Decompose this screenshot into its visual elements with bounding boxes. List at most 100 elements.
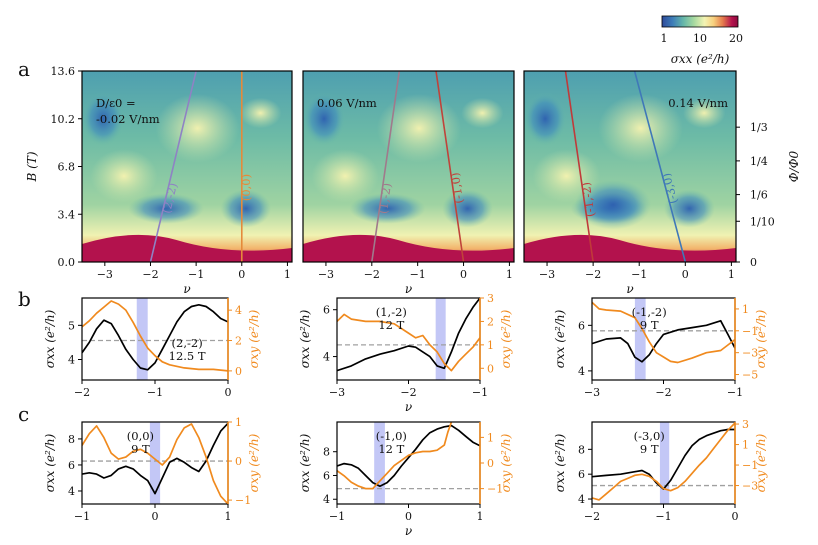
heatmap-texture: [376, 93, 462, 163]
x-tick-label: −2: [74, 386, 90, 399]
series-sigma-xx: [592, 428, 735, 490]
y-axis-label: σxx (e²/h): [43, 309, 57, 368]
y2-axis-label: σxy (e²/h): [247, 309, 261, 368]
linechart-annotation-line: (-3,0): [634, 429, 665, 443]
y-tick-label: 5: [68, 319, 75, 332]
linechart-b1: −2 −1 0 4 5 0 2 4 σxx (e²/h) σxy (e²/h) (2,-2) 12.5…: [43, 297, 261, 399]
right-tick-label: 1/3: [750, 121, 768, 134]
heatmap-a2: (1,-2) (-1,0) 0.06 V/nm −3 −2 −1 0 1 ν: [302, 70, 515, 296]
linechart-annotation-line: 12 T: [378, 318, 404, 332]
right-tick-label: 1/10: [750, 215, 775, 228]
linechart-plot-area: [337, 298, 480, 380]
linechart-frame: [336, 297, 481, 381]
fan-line: [564, 71, 594, 262]
fan-line: [435, 71, 465, 262]
heatmap-area: (2,-2) (0,0): [82, 71, 292, 262]
colorbar-label: σxx (e²/h): [671, 52, 730, 66]
y2-tick-label: 2: [235, 335, 242, 348]
highlight-band: [374, 422, 385, 504]
heatmap-texture: [461, 97, 504, 129]
heatmap-texture: [524, 92, 567, 146]
x-tick-label: −1: [631, 268, 647, 281]
heatmap-texture: [82, 92, 124, 146]
heatmap-texture: [574, 179, 652, 230]
y2-tick-label: −1: [235, 494, 251, 507]
y2-tick-label: −5: [742, 369, 758, 382]
y2-tick-label: 3: [742, 418, 749, 431]
linechart-plot-area: [592, 298, 735, 380]
y-axis-label: σxx (e²/h): [298, 433, 312, 492]
highlight-band: [435, 298, 446, 380]
linechart-frame: [336, 421, 481, 505]
y2-axis-label: σxy (e²/h): [499, 433, 513, 492]
x-tick-label: −1: [472, 386, 488, 399]
linechart-annotation-line: (0,0): [127, 429, 154, 443]
linechart-plot-area: [592, 422, 735, 504]
x-tick-label: 0: [238, 268, 245, 281]
heatmap-texture: [220, 189, 271, 228]
fan-line-label: (-1,-2): [579, 181, 598, 218]
heatmap-high-conductivity-band: [82, 234, 292, 262]
linechart-annotation: (-3,0) 9 T: [634, 429, 665, 456]
linechart-annotation: (-1,-2) 9 T: [632, 305, 667, 332]
right-axis-label: Φ/Φ0: [787, 150, 801, 182]
heatmap-area: (1,-2) (-1,0): [303, 71, 514, 262]
x-tick-label: −2: [400, 386, 416, 399]
linechart-plot-area: [337, 422, 480, 504]
y2-tick-label: 1: [487, 339, 494, 352]
linechart-c3: −2 −1 0 4 6 8 3 1 −1 −3 σxx (e²/h) σxy (e²/h) (-3,0)…: [553, 418, 768, 523]
y-tick-label: 8: [578, 443, 585, 456]
y-tick-label: 0.0: [58, 256, 76, 269]
x-axis-label: ν: [183, 282, 190, 296]
series-sigma-xy: [592, 422, 735, 501]
fan-line: [149, 71, 197, 262]
heatmap-annotation: 0.06 V/nm: [317, 96, 377, 110]
fan-line-label: (-1,0): [448, 172, 466, 205]
fan-line: [633, 71, 687, 262]
heatmap-annotation-line: 0.06 V/nm: [317, 96, 377, 110]
x-tick-label: 1: [225, 510, 232, 523]
linechart-plot-area: [82, 298, 228, 380]
x-tick-label: 1: [284, 268, 291, 281]
colorbar: 1 10 20 σxx (e²/h): [661, 15, 743, 66]
y2-axis-label: σxy (e²/h): [499, 309, 513, 368]
x-tick-label: −1: [655, 510, 671, 523]
heatmap-row: (2,-2) (0,0)D/ε0 = -0.02 V/nm −3 −2 −1 0 1 ν 0.0 3…: [25, 65, 801, 296]
x-tick-label: −1: [74, 510, 90, 523]
y-tick-label: 4: [68, 485, 75, 498]
y2-tick-label: 0: [487, 457, 494, 470]
y2-tick-label: 4: [235, 304, 242, 317]
y2-tick-label: 3: [487, 292, 494, 305]
heatmap-high-conductivity-band: [303, 234, 514, 262]
heatmap-texture: [349, 193, 426, 224]
x-tick-label: −3: [329, 386, 345, 399]
linechart-rows: −2 −1 0 4 5 0 2 4 σxx (e²/h) σxy (e²/h) (2,-2) 12.5…: [43, 292, 768, 538]
series-sigma-xx: [592, 319, 735, 363]
y-tick-label: 13.6: [51, 65, 76, 78]
x-tick-label: 0: [225, 386, 232, 399]
y-tick-label: 3.4: [58, 208, 76, 221]
series-sigma-xy: [337, 313, 480, 372]
series-sigma-xx: [82, 422, 228, 495]
heatmap-texture: [239, 97, 282, 129]
x-tick-label: −2: [142, 268, 158, 281]
x-tick-label: 0: [405, 510, 412, 523]
highlight-band: [634, 298, 646, 380]
heatmap-texture: [128, 193, 204, 224]
y2-tick-label: −1: [487, 483, 503, 496]
highlight-band: [659, 422, 670, 504]
linechart-annotation-line: (-1,0): [376, 429, 407, 443]
x-tick-label: −3: [539, 268, 555, 281]
x-tick-label: 0: [732, 510, 739, 523]
colorbar-tick: 1: [661, 32, 668, 45]
y2-tick-label: 1: [742, 439, 749, 452]
heatmap-frame: [302, 70, 515, 263]
x-tick-label: −1: [188, 268, 204, 281]
y-tick-label: 6: [68, 459, 75, 472]
linechart-annotation-line: 12 T: [378, 442, 404, 456]
highlight-band: [149, 422, 161, 504]
y-tick-label: 4: [323, 351, 330, 364]
right-tick-label: 1/6: [750, 189, 768, 202]
linechart-annotation-line: 12.5 T: [169, 349, 206, 363]
